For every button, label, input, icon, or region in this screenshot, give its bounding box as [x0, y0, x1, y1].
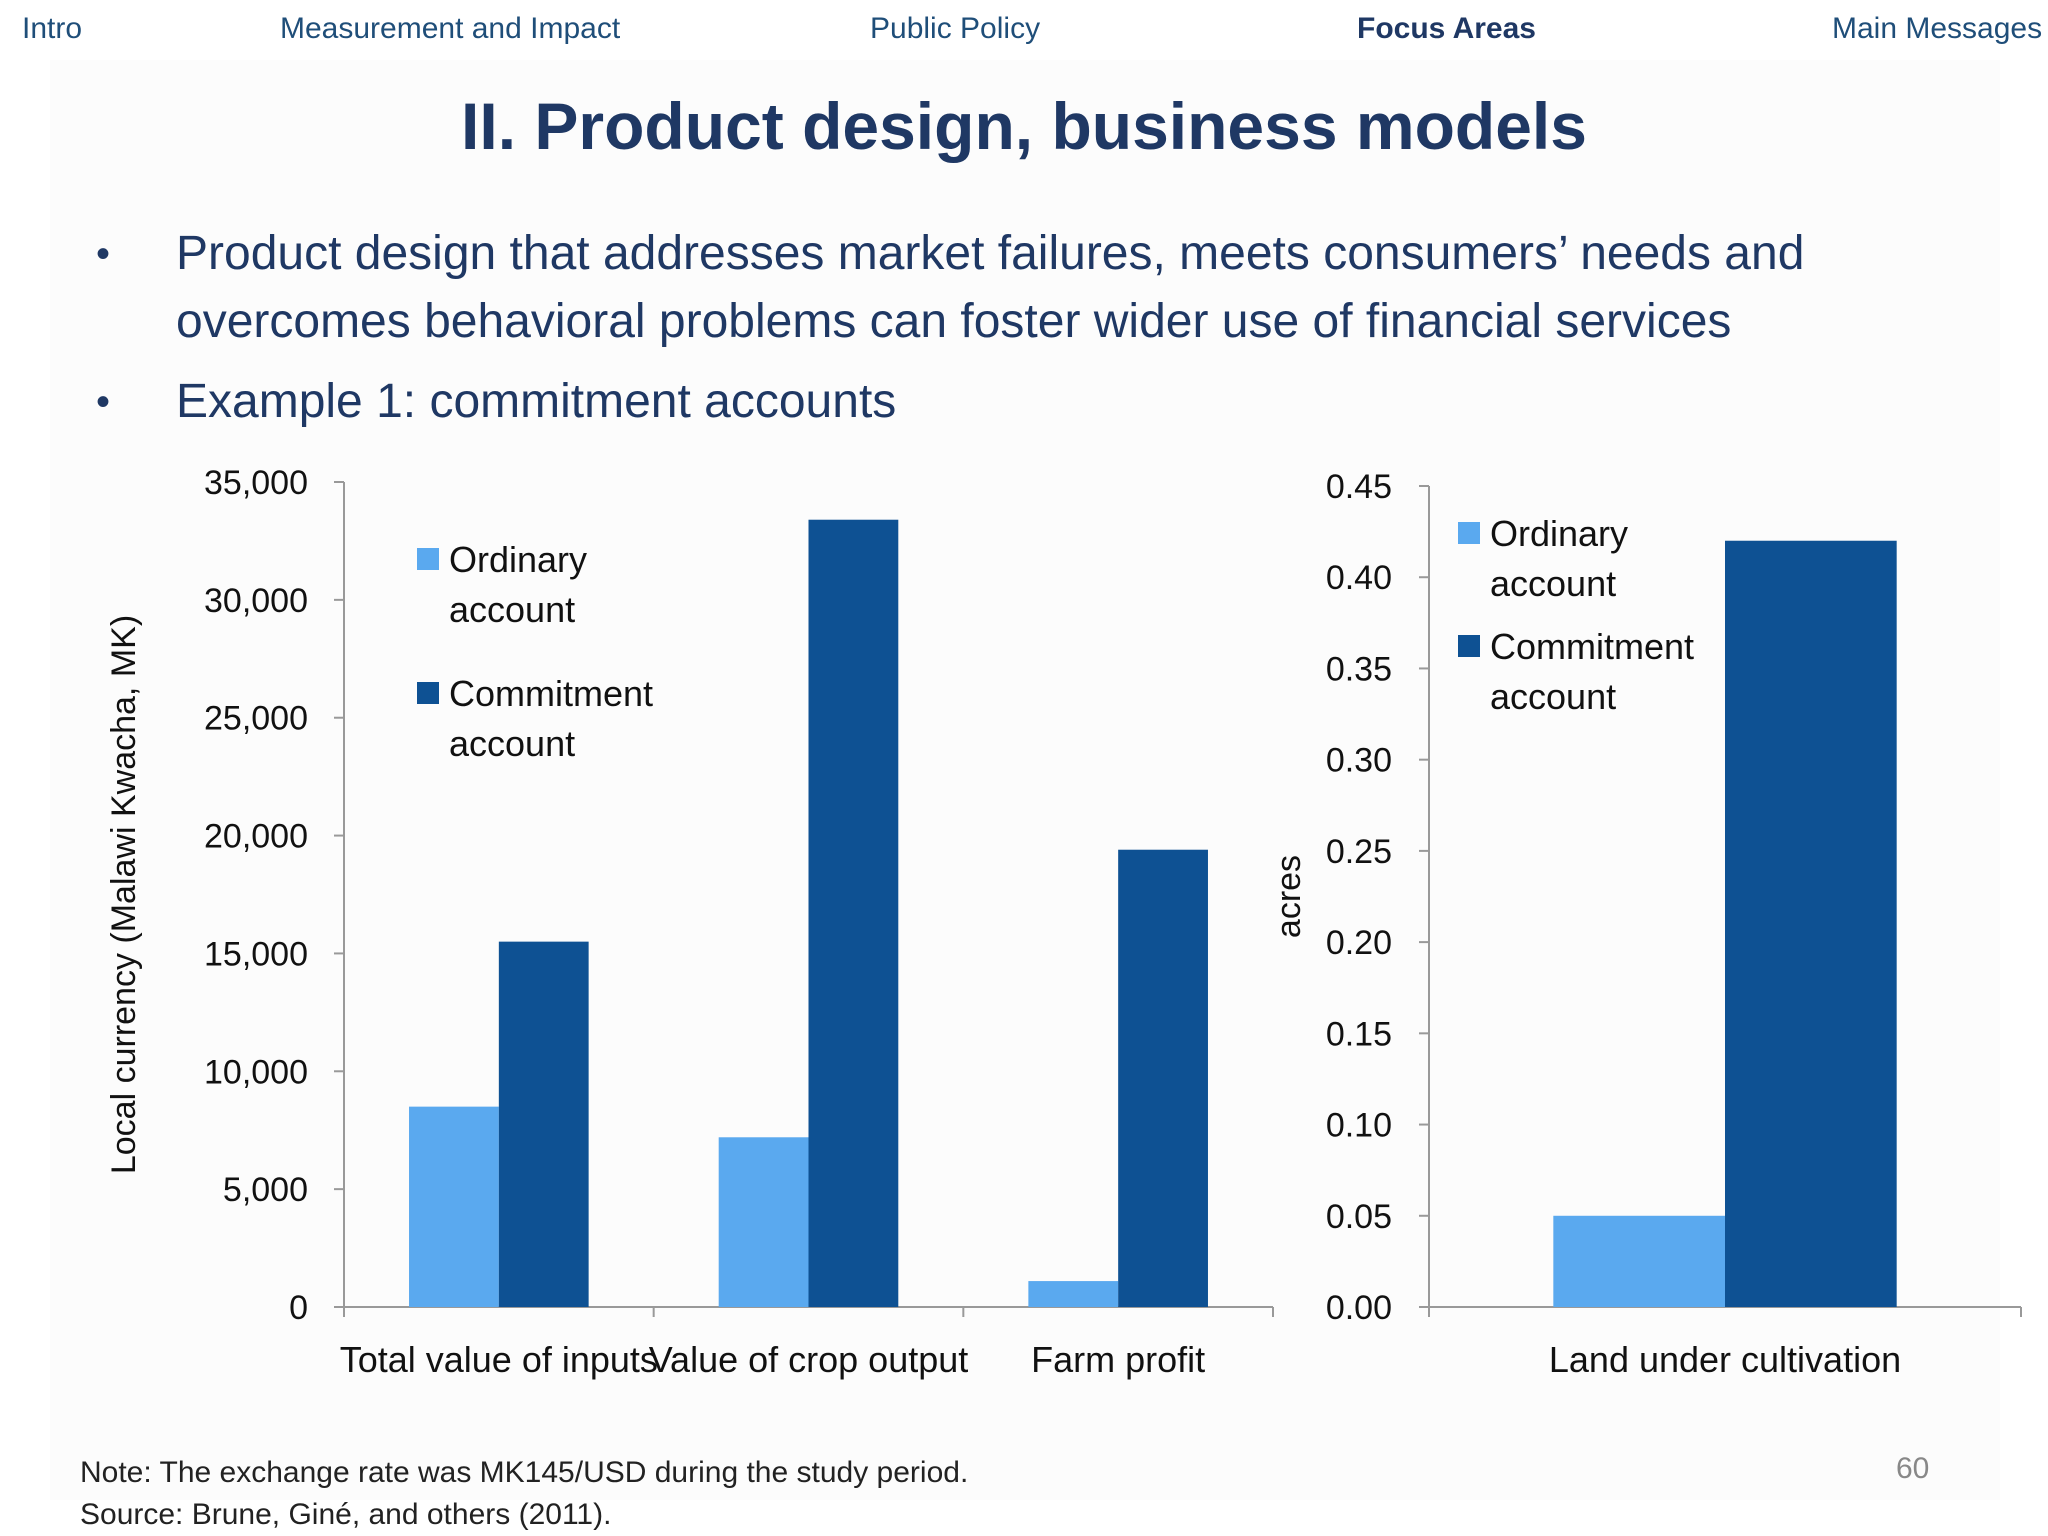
bullet-item: • Example 1: commitment accounts	[90, 368, 1990, 436]
y-tick-label: 15,000	[204, 935, 308, 973]
y-tick-label: 0	[289, 1289, 308, 1327]
y-tick-label: 0.00	[1326, 1289, 1392, 1327]
bullet-dot-icon: •	[96, 380, 111, 424]
y-tick-label: 0.05	[1326, 1198, 1392, 1236]
y-tick-label: 0.45	[1326, 468, 1392, 506]
legend-label: Commitment	[449, 673, 653, 714]
x-category-label: Value of crop output	[649, 1339, 969, 1380]
y-tick-label: 0.35	[1326, 650, 1392, 688]
bullet-dot-icon: •	[96, 232, 111, 276]
legend-swatch-ordinary	[417, 548, 439, 570]
legend-label: account	[449, 589, 575, 630]
bullet-text: Example 1: commitment accounts	[176, 375, 897, 428]
bullet-item: • Product design that addresses market f…	[90, 220, 1990, 356]
bar-commitment-account	[498, 941, 589, 1307]
y-tick-label: 0.25	[1326, 833, 1392, 871]
bar-commitment-account	[1118, 849, 1208, 1307]
bullet-text: Product design that addresses market fai…	[176, 227, 1805, 348]
bar-ordinary-account	[718, 1137, 809, 1307]
legend-swatch-commitment	[1458, 635, 1480, 657]
x-category-label: Farm profit	[1031, 1339, 1205, 1380]
y-tick-label: 30,000	[204, 582, 308, 620]
source-text: Source: Brune, Giné, and others (2011).	[80, 1498, 612, 1531]
nav-item-intro[interactable]: Intro	[22, 12, 83, 45]
y-tick-label: 0.20	[1326, 924, 1392, 962]
top-navigation: Intro Measurement and Impact Public Poli…	[0, 12, 2048, 56]
note-text: Note: The exchange rate was MK145/USD du…	[80, 1456, 969, 1489]
bar-ordinary-account	[1028, 1281, 1119, 1307]
nav-item-public-policy[interactable]: Public Policy	[870, 12, 1041, 45]
nav-item-focus-areas[interactable]: Focus Areas	[1357, 12, 1536, 45]
y-tick-label: 10,000	[204, 1053, 308, 1091]
y-tick-label: 0.10	[1326, 1107, 1392, 1145]
legend-label: account	[449, 723, 575, 764]
legend-swatch-ordinary	[1458, 522, 1480, 544]
legend-swatch-commitment	[417, 682, 439, 704]
y-tick-label: 5,000	[223, 1171, 308, 1209]
legend-label: Commitment	[1490, 626, 1694, 667]
y-tick-label: 0.40	[1326, 559, 1392, 597]
y-axis-label: acres	[1270, 855, 1308, 938]
footnote: Note: The exchange rate was MK145/USD du…	[80, 1452, 968, 1536]
page-number: 60	[1896, 1452, 1930, 1485]
y-tick-label: 35,000	[204, 464, 308, 502]
bar-ordinary-account	[409, 1106, 499, 1307]
legend-label: Ordinary	[1490, 513, 1628, 554]
y-tick-label: 25,000	[204, 700, 308, 738]
nav-item-main-messages[interactable]: Main Messages	[1832, 12, 2043, 45]
y-tick-label: 0.15	[1326, 1015, 1392, 1053]
currency-bar-chart: 0 5,000 10,000 15,000 20,000 25,000 30,000 35,0…	[105, 464, 1274, 1380]
legend-label: Ordinary	[449, 539, 587, 580]
x-category-label: Total value of inputs	[340, 1339, 658, 1380]
bar-commitment-account	[1725, 540, 1897, 1307]
legend-label: account	[1490, 563, 1616, 604]
x-category-label: Land under cultivation	[1549, 1339, 1901, 1380]
slide-title: II. Product design, business models	[461, 89, 1587, 163]
y-tick-label: 0.30	[1326, 742, 1392, 780]
bar-ordinary-account	[1553, 1215, 1725, 1307]
y-tick-label: 20,000	[204, 818, 308, 856]
nav-item-measurement-and-impact[interactable]: Measurement and Impact	[280, 12, 621, 45]
bullet-list: • Product design that addresses market f…	[90, 220, 1990, 436]
acres-bar-chart: 0.00 0.05 0.10 0.15 0.20 0.25 0.30 0.35 0.40 0.45…	[1270, 468, 2022, 1380]
y-axis-label: Local currency (Malawi Kwacha, MK)	[105, 615, 143, 1174]
bar-commitment-account	[808, 519, 899, 1307]
legend-label: account	[1490, 676, 1616, 717]
